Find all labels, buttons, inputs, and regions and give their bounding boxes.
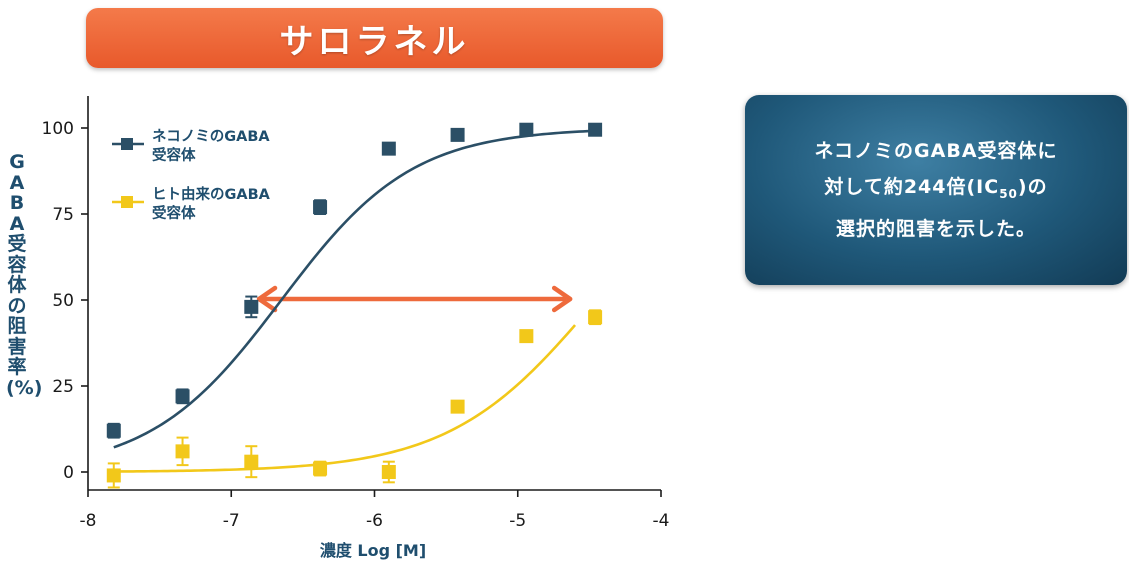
human-legend-label-line1: ヒト由来のGABA [152,185,271,203]
human-legend-label-line2: 受容体 [152,204,196,222]
y-tick-label: 75 [52,205,74,225]
y-tick-label: 50 [52,291,74,311]
human-data-point [381,465,396,479]
cat-data-point [588,122,603,137]
conclusion-line-3: 選択的阻害を示した。 [835,218,1036,241]
x-tick-label: -6 [366,511,383,531]
conclusion-line-2-sub: 50 [999,186,1018,201]
conclusion-line-2-pre: 対して約244倍(IC [824,175,1000,198]
x-tick-label: -8 [80,511,97,531]
x-tick-label: -4 [653,511,670,531]
conclusion-line-2: 対して約244倍(IC50)の [814,169,1057,212]
cat-data-point [519,122,534,137]
x-axis-label: 濃度 Log [M] [320,541,426,560]
cat-legend-marker [121,138,133,150]
cat-data-point [313,200,328,215]
x-tick-label: -5 [509,511,526,531]
x-tick-label: -7 [223,511,240,531]
cat-fit-curve [113,129,596,449]
conclusion-box: ネコノミのGABA受容体に 対して約244倍(IC50)の 選択的阻害を示した。 [745,95,1127,285]
cat-legend-label-line2: 受容体 [152,146,196,164]
cat-data-point [106,423,121,438]
conclusion-text: ネコノミのGABA受容体に 対して約244倍(IC50)の 選択的阻害を示した。 [814,133,1057,248]
human-data-point [313,461,328,476]
conclusion-line-1: ネコノミのGABA受容体に [814,139,1058,162]
human-data-point [244,454,259,469]
cat-data-point [175,389,190,404]
fold-difference-arrowhead-left [256,285,278,313]
cat-data-point [450,127,465,142]
y-tick-label: 0 [63,463,74,483]
cat-data-point [381,141,396,156]
cat-data-point [244,299,259,314]
banner-title: サロラネル [279,21,470,62]
human-data-point [106,468,121,483]
human-data-point [450,399,465,414]
human-data-point [175,444,190,459]
human-legend-marker [121,196,133,208]
human-fit-curve [113,324,577,473]
fold-difference-arrowhead-right [551,285,573,313]
human-data-point [519,329,534,344]
conclusion-line-2-post: )の [1017,175,1048,198]
cat-legend-label-line1: ネコノミのGABA [152,128,270,145]
human-data-point [588,310,603,325]
y-tick-label: 25 [52,377,74,397]
y-tick-label: 100 [42,119,74,139]
title-banner: サロラネル [86,8,663,68]
